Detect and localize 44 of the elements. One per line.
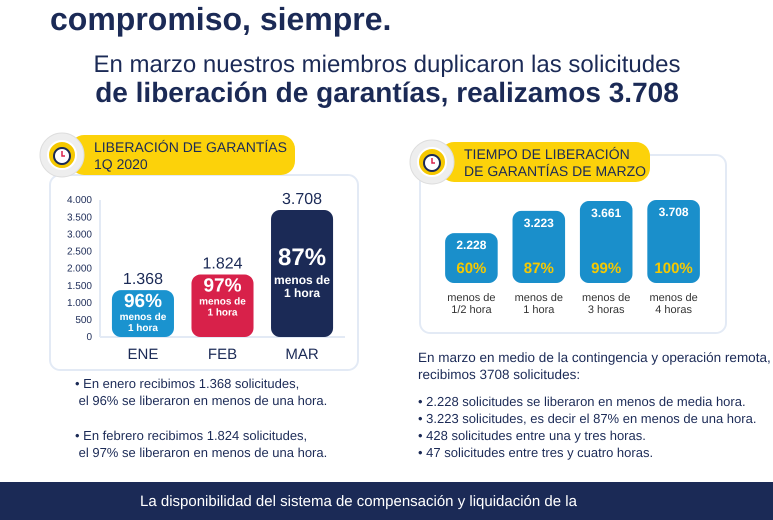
- y-tick-label: 4.000: [66, 195, 92, 206]
- annotation: 99%: [591, 260, 622, 277]
- y-tick-label: 2.000: [66, 264, 92, 275]
- y-tick-label: 0: [86, 332, 92, 344]
- x-tick-label: ENE: [128, 346, 158, 363]
- x-tick-label: MAR: [285, 346, 319, 363]
- data-label: 3.661: [591, 206, 622, 220]
- text: En marzo en medio de la contingencia y operación remota, recibimos 3708 solicitudes:: [418, 350, 771, 382]
- text: • 47 solicitudes entre tres y cuatro horas.: [418, 445, 654, 460]
- y-tick-label: 1.000: [66, 298, 92, 309]
- data-label: 3.708: [658, 205, 689, 219]
- data-label: 3.708: [282, 191, 322, 208]
- annotation: 87%: [524, 260, 554, 277]
- data-label: 3.223: [524, 216, 554, 230]
- y-tick-label: 2.500: [66, 246, 92, 258]
- y-tick-label: 3.000: [66, 229, 92, 240]
- text: En marzo nuestros miembros duplicaron las solicitudes de liberación de garantías, realizamos 3.708: [94, 51, 680, 108]
- x-tick-label: menos de 3 horas: [582, 292, 630, 316]
- data-label: 1.824: [202, 256, 243, 273]
- y-tick-label: 500: [75, 315, 92, 326]
- y-tick-label: 1.500: [66, 280, 92, 292]
- bar: [580, 201, 632, 283]
- x-tick-label: FEB: [208, 346, 238, 363]
- annotation: 60%: [456, 260, 486, 277]
- annotation: 87% menos de 1 hora: [274, 244, 330, 300]
- data-label: 1.368: [122, 271, 164, 288]
- text: • 3.223 solicitudes, es decir el 87% en menos de una hora.: [418, 411, 756, 426]
- x-tick-label: menos de 1/2 hora: [447, 292, 496, 316]
- text: La disponibilidad del sistema de compensación y liquidación de la: [140, 493, 578, 510]
- x-tick-label: menos de 4 horas: [649, 292, 698, 316]
- chart-title: TIEMPO DE LIBERACIÓN DE GARANTÍAS DE MARZO: [464, 146, 646, 179]
- chart-title: LIBERACIÓN DE GARANTÍAS 1Q 2020: [94, 139, 287, 172]
- bar: [647, 200, 700, 283]
- text: • En enero recibimos 1.368 solicitudes, el 96% se liberaron en menos de una hora.: [75, 376, 328, 408]
- text: • 428 solicitudes entre una y tres horas.: [418, 428, 646, 443]
- annotation: 96% menos de 1 hora: [120, 291, 167, 334]
- text: • En febrero recibimos 1.824 solicitudes, el 97% se liberaron en menos de una hora.: [75, 428, 328, 460]
- y-tick-label: 3.500: [66, 212, 92, 224]
- annotation: 100%: [654, 260, 693, 277]
- text: • 2.228 solicitudes se liberaron en menos de media hora.: [418, 394, 746, 409]
- x-tick-label: menos de 1 hora: [514, 292, 563, 316]
- data-label: 2.228: [456, 238, 487, 252]
- annotation: 97% menos de 1 hora: [199, 276, 246, 319]
- text: compromiso, siempre.: [50, 1, 392, 37]
